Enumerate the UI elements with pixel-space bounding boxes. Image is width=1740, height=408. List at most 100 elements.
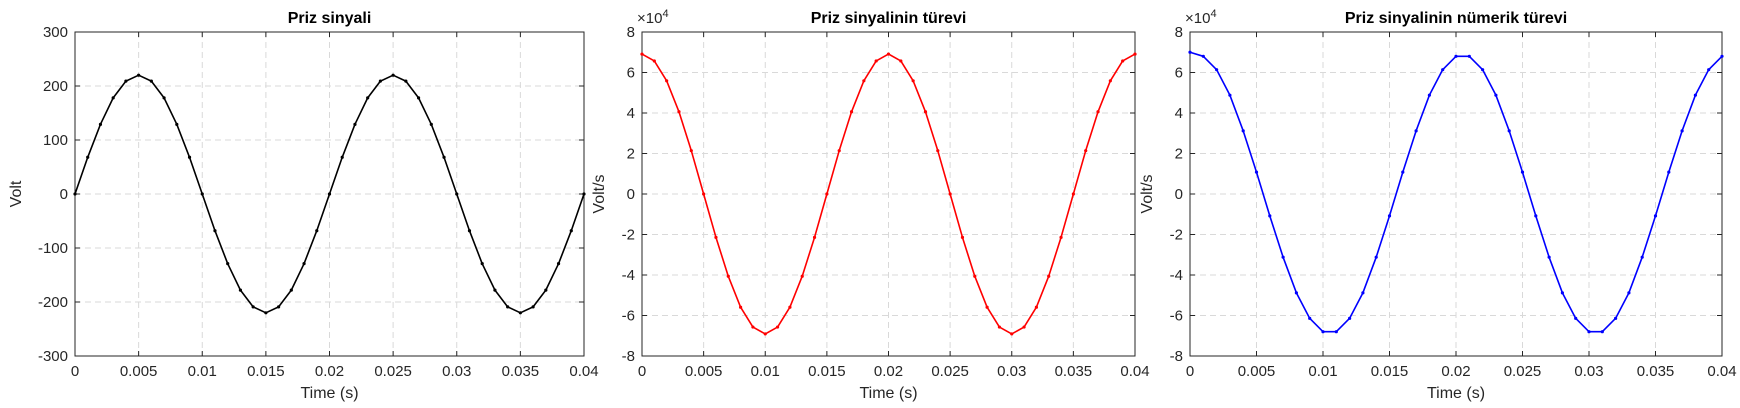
x-axis-label: Time (s) <box>300 385 358 402</box>
data-point <box>874 59 878 63</box>
data-point <box>812 235 817 239</box>
data-point <box>86 155 90 159</box>
data-point <box>1614 316 1618 320</box>
x-tick-label: 0.025 <box>931 363 969 380</box>
y-tick-label: -6 <box>622 308 635 325</box>
data-point <box>1547 255 1551 259</box>
data-point <box>1640 255 1644 259</box>
data-point <box>948 192 952 196</box>
data-point <box>98 122 103 126</box>
data-point <box>162 96 166 100</box>
data-point <box>277 305 281 309</box>
data-point <box>849 110 854 114</box>
data-point <box>251 305 255 309</box>
data-point <box>404 79 408 83</box>
data-point <box>1228 93 1232 97</box>
y-tick-label: 6 <box>627 65 635 82</box>
data-point <box>1520 170 1525 174</box>
data-point <box>315 229 319 233</box>
y-tick-label: 6 <box>1175 65 1183 82</box>
data-point <box>175 122 179 126</box>
data-point <box>391 73 395 77</box>
y-tick-label: -8 <box>1170 348 1183 365</box>
chart-panel-1: 0 0.005 0.01 0.015 0.02 0.025 0.03 0.035 0.04 -30… <box>8 10 599 402</box>
y-tick-label: 300 <box>43 24 68 41</box>
chart-panel-3: 0 0.005 0.01 0.015 0.02 0.025 0.03 0.035 0.04 -8 -… <box>1139 8 1737 402</box>
data-point <box>714 235 718 239</box>
data-point <box>1720 54 1724 58</box>
x-tick-label: 0.01 <box>188 363 217 380</box>
data-point <box>702 192 706 196</box>
x-tick-label: 0.035 <box>1055 363 1093 380</box>
x-tick-label: 0.005 <box>685 363 723 380</box>
x-tick-label: 0.015 <box>1371 363 1409 380</box>
data-point <box>1414 129 1418 133</box>
x-tick-label: 0.035 <box>1637 363 1675 380</box>
data-point <box>569 229 573 233</box>
data-point <box>763 332 767 336</box>
data-point <box>1022 325 1026 329</box>
x-tick-label: 0.04 <box>569 363 598 380</box>
data-point <box>1121 59 1125 63</box>
x-tick-label: 0.03 <box>442 363 471 380</box>
data-point <box>960 235 965 239</box>
y-tick-label: -200 <box>38 294 68 311</box>
data-point <box>582 192 586 196</box>
data-point <box>1294 291 1298 295</box>
data-point <box>689 149 693 153</box>
data-point <box>1059 235 1063 239</box>
data-point <box>73 192 77 196</box>
data-point <box>264 311 268 315</box>
data-point <box>213 229 217 233</box>
x-tick-label: 0.005 <box>1238 363 1276 380</box>
data-point <box>1321 330 1325 334</box>
x-tick-label: 0.015 <box>808 363 846 380</box>
chart-title: Priz sinyalinin nümerik türevi <box>1345 10 1567 27</box>
data-point <box>1361 291 1365 295</box>
data-point <box>1334 330 1338 334</box>
data-point <box>923 110 928 114</box>
y-tick-label: 0 <box>60 186 68 203</box>
y-tick-label: 8 <box>627 24 635 41</box>
data-point <box>788 305 792 309</box>
data-point <box>1010 332 1014 336</box>
x-tick-label: 0.025 <box>374 363 412 380</box>
data-point <box>1494 93 1498 97</box>
x-tick-label: 0.02 <box>874 363 903 380</box>
x-tick-label: 0.03 <box>1574 363 1603 380</box>
data-point <box>366 96 370 100</box>
data-point <box>1096 110 1100 114</box>
data-point <box>1467 54 1471 58</box>
data-point <box>1427 93 1431 97</box>
data-point <box>985 305 989 309</box>
data-point <box>340 155 344 159</box>
data-point <box>1281 255 1285 259</box>
data-point <box>1454 54 1458 58</box>
data-point <box>1071 192 1075 196</box>
data-point <box>378 79 382 83</box>
data-point <box>302 262 306 266</box>
data-point <box>506 305 510 309</box>
y-tick-label: -300 <box>38 348 68 365</box>
axes-frame <box>1189 31 1723 357</box>
data-point <box>1254 170 1259 174</box>
data-point <box>238 288 243 292</box>
chart-panel-2: 0 0.005 0.01 0.015 0.02 0.025 0.03 0.035 0.04 -8 -… <box>591 8 1150 402</box>
data-point <box>1693 93 1697 97</box>
y-tick-label: -2 <box>622 227 635 244</box>
data-point <box>936 149 940 153</box>
data-point <box>1401 170 1405 174</box>
x-tick-label: 0.04 <box>1707 363 1736 380</box>
data-point <box>1308 316 1312 320</box>
axes-frame <box>641 31 1136 357</box>
data-point <box>200 192 204 196</box>
x-tick-label: 0 <box>1186 363 1194 380</box>
x-axis-label: Time (s) <box>859 385 917 402</box>
y-exponent-label: ×104 <box>1185 8 1217 27</box>
data-point <box>677 110 681 114</box>
y-tick-label: 100 <box>43 132 68 149</box>
data-point <box>1241 129 1245 133</box>
data-point <box>1560 291 1564 295</box>
chart-title: Priz sinyali <box>288 10 372 27</box>
y-tick-label: 200 <box>43 78 68 95</box>
